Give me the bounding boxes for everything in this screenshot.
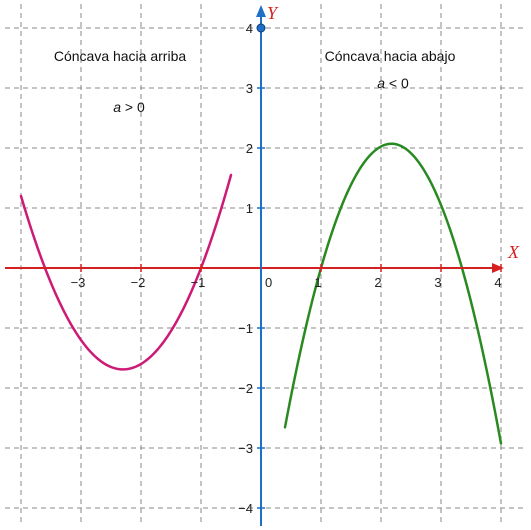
parabola-concave-down (283, 142, 503, 445)
annotation-left-title: Cóncava hacia arriba (54, 48, 187, 64)
x-axis-arrow-icon (492, 263, 504, 273)
annotation-inequality: > 0 (121, 99, 145, 115)
annotation-inequality: < 0 (385, 75, 409, 91)
y-axis-arrow-icon (256, 5, 266, 17)
annotation-left-cond: a > 0 (113, 99, 145, 115)
axes (5, 5, 504, 526)
y-tick-label: −2 (238, 381, 253, 396)
grid (5, 4, 526, 526)
x-tick-label: 2 (374, 275, 381, 290)
highlight-point (256, 23, 266, 33)
annotation-variable: a (377, 75, 385, 91)
x-tick-label: 4 (494, 275, 501, 290)
y-axis-label: Y (267, 3, 279, 23)
x-tick-label: −3 (71, 275, 86, 290)
x-tick-label: −2 (131, 275, 146, 290)
tick-labels: X Y −3 −2 −1 1 2 3 4 −4 −3 −2 −1 1 2 3 4 0 (71, 3, 520, 516)
y-tick-label: 3 (246, 81, 253, 96)
annotation-right-title: Cóncava hacia abajo (325, 48, 456, 64)
y-tick-label: −3 (238, 441, 253, 456)
x-tick-label: 1 (314, 275, 321, 290)
annotation-right-cond: a < 0 (377, 75, 409, 91)
y-tick-label: −4 (238, 501, 253, 516)
origin-label: 0 (265, 275, 272, 290)
annotation-variable: a (113, 99, 121, 115)
x-axis-label: X (507, 242, 520, 262)
parabola-concave-up (19, 173, 233, 371)
x-tick-label: 3 (434, 275, 441, 290)
annotations: Cóncava hacia arriba a > 0 Cóncava hacia a… (54, 48, 456, 115)
y-tick-label: 1 (246, 201, 253, 216)
x-tick-label: −1 (191, 275, 206, 290)
y-tick-label: 4 (246, 21, 253, 36)
y-tick-label: −1 (238, 321, 253, 336)
y-tick-label: 2 (246, 141, 253, 156)
